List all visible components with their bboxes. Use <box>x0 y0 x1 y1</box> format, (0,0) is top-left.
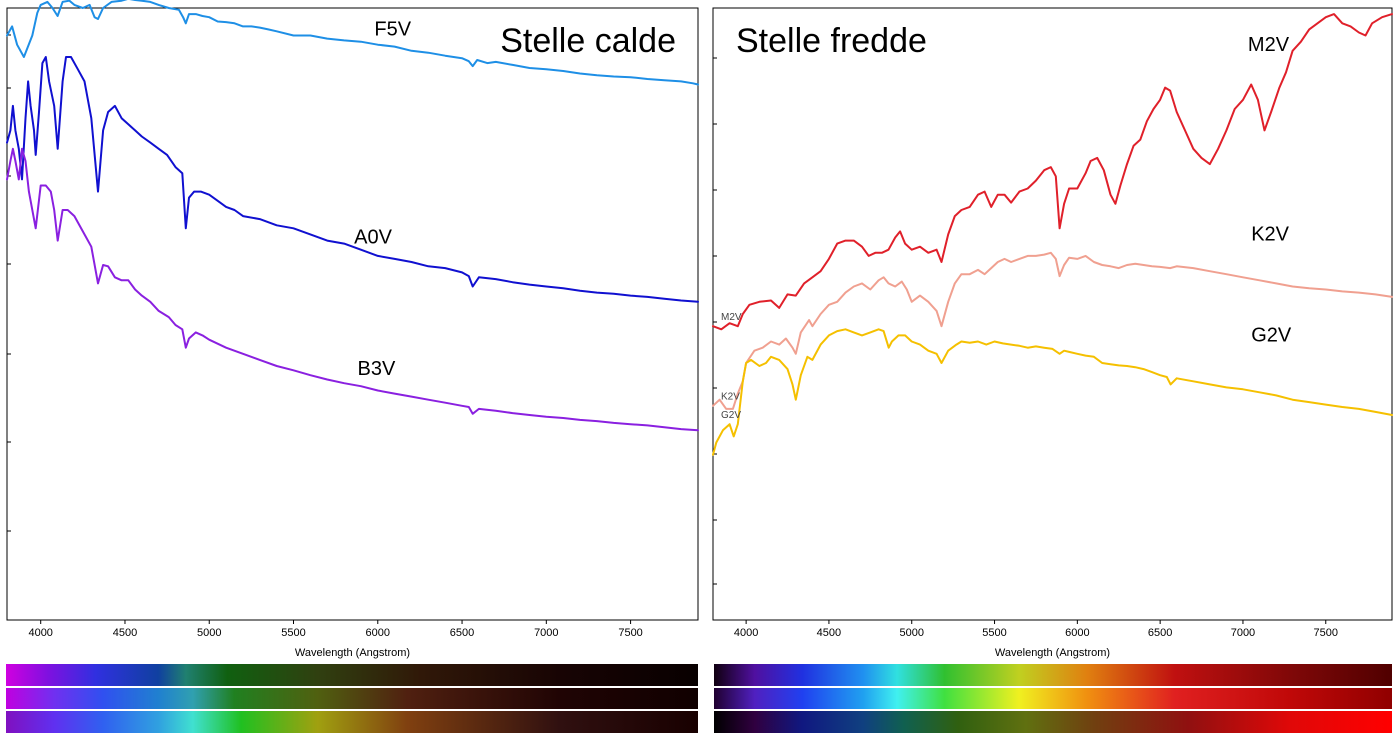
x-tick-label: 7500 <box>618 627 642 639</box>
series-label-g2v: G2V <box>1251 325 1292 347</box>
x-tick-label: 4000 <box>734 627 758 639</box>
x-tick-label: 7000 <box>1231 627 1255 639</box>
plot-frame <box>712 7 1393 621</box>
spectrum-strip-hot-1 <box>6 664 698 686</box>
chart-title: Stelle calde <box>500 22 676 60</box>
x-tick-label: 7000 <box>534 627 558 639</box>
x-tick-label: 6000 <box>1065 627 1089 639</box>
series-tag-g2v: G2V <box>721 410 741 421</box>
x-tick-label: 4000 <box>28 627 52 639</box>
chart-title: Stelle fredde <box>736 22 927 60</box>
series-label-b3v: B3V <box>358 358 396 380</box>
chart-cool-stars: 4000 4500 5000 5500 6000 6500 7000 7500 Waveleng… <box>712 7 1393 659</box>
series-label-a0v: A0V <box>354 227 392 249</box>
x-tick-label: 5000 <box>197 627 221 639</box>
x-tick-label: 6500 <box>450 627 474 639</box>
x-tick-label: 6500 <box>1148 627 1172 639</box>
x-tick-label: 5500 <box>982 627 1006 639</box>
x-tick-label: 4500 <box>817 627 841 639</box>
series-label-f5v: F5V <box>374 19 411 41</box>
plot-frame <box>6 7 699 621</box>
spectrum-strip-cool-1 <box>714 664 1392 686</box>
series-tag-m2v: M2V <box>721 312 742 323</box>
series-line-a0v <box>6 56 699 303</box>
x-axis-label: Wavelength (Angstrom) <box>995 647 1110 659</box>
series-line-m2v <box>712 13 1393 331</box>
x-tick-label: 6000 <box>366 627 390 639</box>
spectrum-strips-cool <box>714 664 1392 733</box>
spectrum-strip-hot-2 <box>6 688 698 709</box>
spectrum-strips-hot <box>6 664 698 733</box>
spectrum-strip-cool-2 <box>714 688 1392 709</box>
x-tick-label: 5000 <box>899 627 923 639</box>
series-tag-k2v: K2V <box>721 392 740 403</box>
chart-hot-stars: 4000 4500 5000 5500 6000 6500 7000 7500 Waveleng… <box>6 0 699 659</box>
series-line-g2v <box>712 328 1393 456</box>
x-tick-label: 4500 <box>113 627 137 639</box>
series-line-f5v <box>6 0 699 86</box>
series-line-k2v <box>712 251 1393 410</box>
x-tick-label: 5500 <box>281 627 305 639</box>
series-label-k2v: K2V <box>1251 224 1289 246</box>
spectrum-strip-hot-3 <box>6 711 698 733</box>
x-axis-label: Wavelength (Angstrom) <box>295 647 410 659</box>
x-tick-label: 7500 <box>1314 627 1338 639</box>
series-line-b3v <box>6 147 699 432</box>
series-label-m2v: M2V <box>1248 34 1290 56</box>
spectrum-strip-cool-3 <box>714 711 1392 733</box>
